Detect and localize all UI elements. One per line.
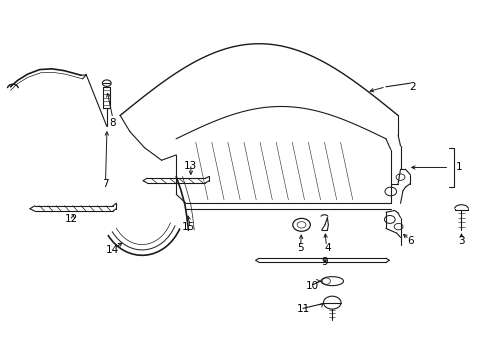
Text: 15: 15: [182, 222, 195, 231]
Text: 5: 5: [297, 243, 303, 253]
Text: 12: 12: [64, 215, 78, 224]
Text: 9: 9: [321, 257, 327, 267]
Text: 2: 2: [408, 82, 415, 92]
Text: 14: 14: [106, 245, 119, 255]
Text: 3: 3: [457, 236, 464, 246]
Text: 4: 4: [324, 243, 330, 253]
Text: 1: 1: [455, 162, 462, 172]
Text: 7: 7: [102, 179, 109, 189]
Text: 11: 11: [296, 304, 309, 314]
Text: 6: 6: [406, 236, 413, 246]
Text: 8: 8: [109, 118, 116, 128]
Text: 10: 10: [305, 281, 319, 291]
Text: 13: 13: [184, 161, 197, 171]
